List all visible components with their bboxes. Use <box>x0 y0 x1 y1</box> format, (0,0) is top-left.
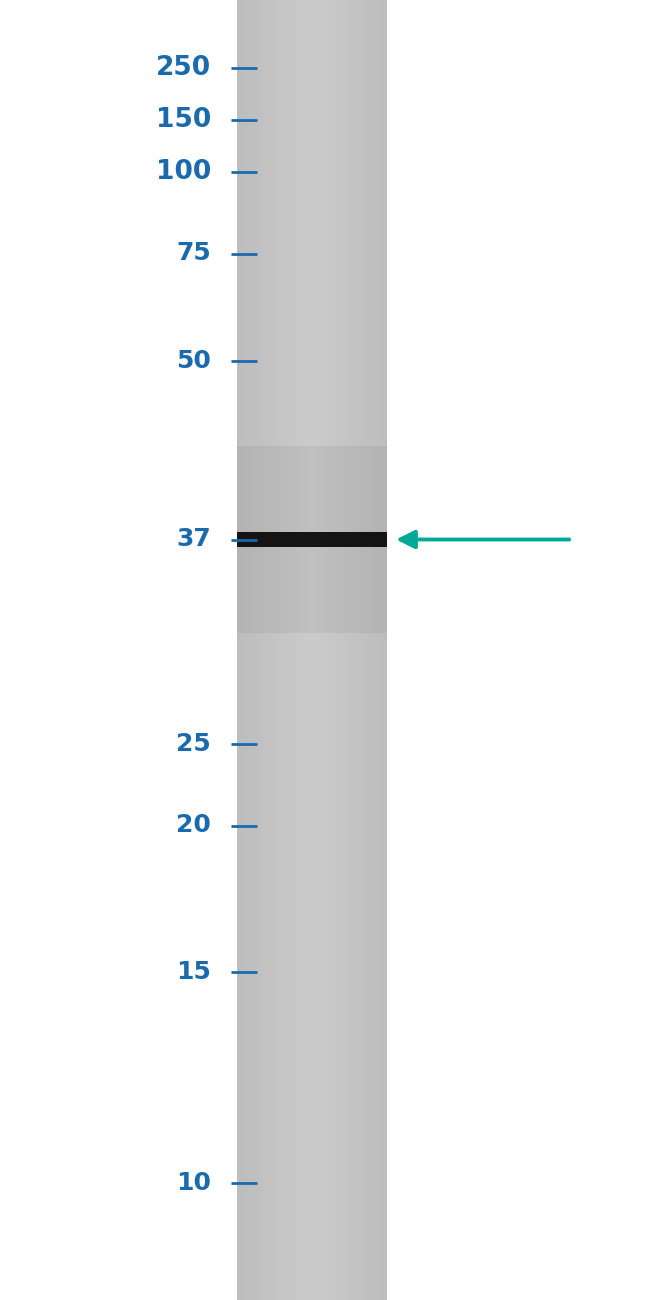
Text: 10: 10 <box>176 1171 211 1195</box>
Text: 20: 20 <box>176 814 211 837</box>
Bar <box>237 532 387 547</box>
Text: 100: 100 <box>156 159 211 185</box>
Text: 25: 25 <box>177 732 211 755</box>
Text: 250: 250 <box>156 55 211 81</box>
Text: 75: 75 <box>177 242 211 265</box>
Text: 50: 50 <box>176 350 211 373</box>
Text: 15: 15 <box>176 961 211 984</box>
Text: 150: 150 <box>156 107 211 133</box>
Text: 37: 37 <box>177 528 211 551</box>
